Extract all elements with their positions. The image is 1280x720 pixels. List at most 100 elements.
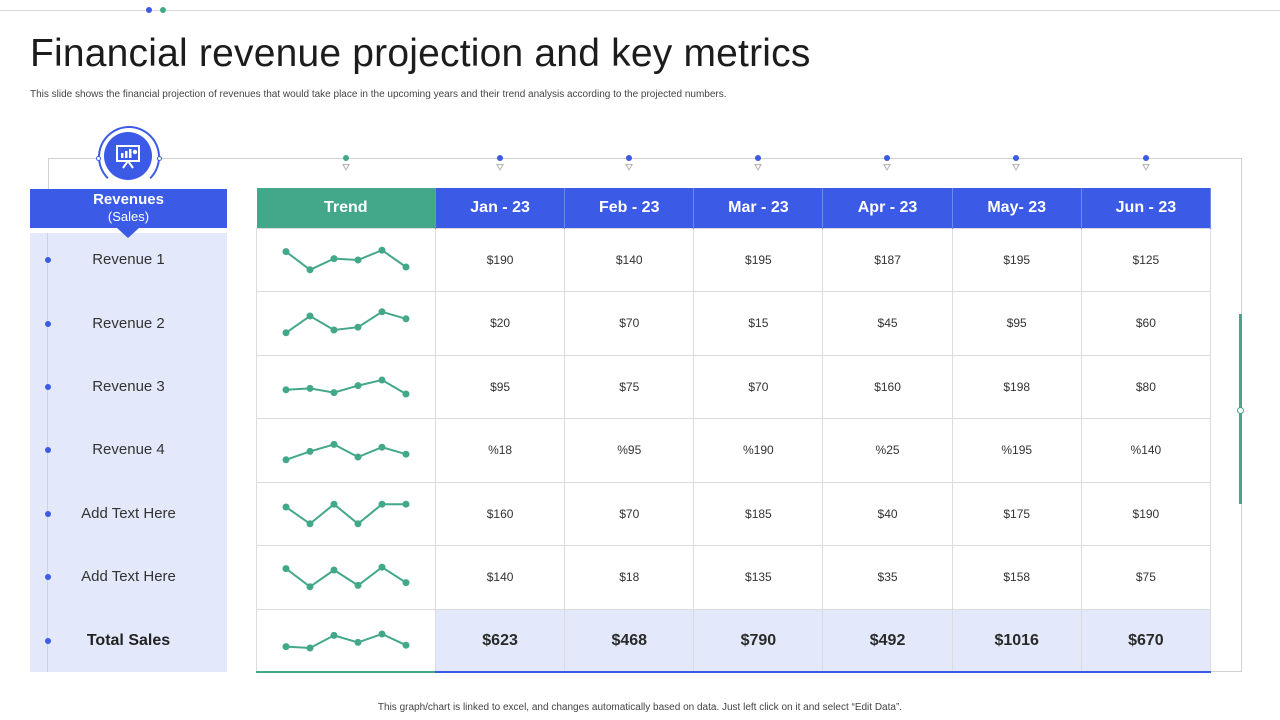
value-cell: $175	[951, 481, 1082, 546]
row-bullet	[45, 637, 51, 644]
revenue-row-label: Revenue 3	[30, 355, 227, 418]
trend-cell	[256, 227, 436, 292]
presentation-chart-icon	[104, 132, 152, 180]
values-bottom-rule	[435, 671, 1211, 673]
trend-sparkline	[282, 308, 410, 337]
frame-top-right	[160, 158, 1242, 159]
sparkline-point	[402, 500, 410, 508]
revenue-row-label: Add Text Here	[30, 482, 227, 545]
row-label: Total Sales	[86, 631, 171, 649]
column-marker	[881, 155, 893, 173]
column-marker	[340, 155, 352, 173]
value-cell: $198	[951, 354, 1082, 419]
value-cell: $45	[822, 291, 953, 356]
table-row: $160 $70 $185 $40 $175 $190	[256, 481, 1212, 546]
trend-cell	[256, 291, 436, 356]
sparkline-point	[378, 376, 386, 384]
sparkline-line	[285, 378, 407, 395]
revenues-subheading: (Sales)	[107, 209, 150, 224]
row-label: Revenue 2	[92, 315, 165, 332]
top-dot-blue	[146, 7, 152, 13]
row-bullet	[45, 256, 51, 263]
value-cell: $15	[693, 291, 824, 356]
trend-cell	[256, 418, 436, 483]
sparkline-point	[306, 520, 314, 528]
table-header-row: Trend Jan - 23 Feb - 23 Mar - 23 Apr - 23 May…	[256, 188, 1212, 228]
sparkline-point	[330, 631, 338, 639]
value-cell: $158	[951, 545, 1082, 610]
revenue-row-label: Revenue 2	[30, 292, 227, 355]
row-label: Add Text Here	[81, 568, 176, 585]
value-cell: %25	[822, 418, 953, 483]
row-bullet	[45, 510, 51, 517]
total-value-cell: $492	[822, 608, 953, 673]
sparkline-point	[378, 630, 386, 638]
sparkline-point	[330, 388, 338, 396]
sparkline-point	[354, 381, 362, 389]
icon-arc-end-left	[96, 156, 101, 161]
sparkline-point	[402, 579, 410, 587]
right-accent-knob	[1237, 407, 1244, 414]
revenue-column-timeline	[47, 233, 48, 672]
trend-sparkline	[282, 563, 410, 591]
row-bullet	[45, 573, 51, 580]
value-cell: $20	[434, 291, 566, 356]
total-value-cell: $623	[434, 608, 566, 673]
revenues-pointer	[117, 228, 139, 238]
trend-column-header: Trend	[256, 188, 436, 228]
sparkline-point	[354, 582, 362, 590]
month-column-header: May- 23	[952, 188, 1082, 228]
revenue-column-bg	[30, 233, 227, 672]
value-cell: $135	[693, 545, 824, 610]
sparkline-point	[306, 644, 314, 652]
value-cell: $40	[822, 481, 953, 546]
sparkline-point	[282, 642, 290, 650]
value-cell: $190	[434, 227, 566, 292]
sparkline-point	[306, 266, 314, 274]
trend-sparkline	[282, 246, 410, 274]
sparkline-point	[354, 638, 362, 646]
sparkline-point	[306, 312, 314, 320]
value-cell: $195	[951, 227, 1082, 292]
sparkline-line	[285, 443, 407, 461]
row-label: Revenue 1	[92, 251, 165, 268]
value-cell: %140	[1080, 418, 1212, 483]
sparkline-point	[354, 256, 362, 264]
icon-arc-end-right	[157, 156, 162, 161]
value-cell: $187	[822, 227, 953, 292]
sparkline-point	[378, 443, 386, 451]
trend-sparkline	[282, 500, 410, 528]
sparkline-point	[354, 323, 362, 331]
row-label: Add Text Here	[81, 505, 176, 522]
value-cell: %18	[434, 418, 566, 483]
frame-left	[48, 158, 49, 189]
value-cell: $80	[1080, 354, 1212, 419]
sparkline-point	[378, 246, 386, 254]
value-cell: $195	[693, 227, 824, 292]
month-column-header: Feb - 23	[564, 188, 695, 228]
value-cell: $18	[564, 545, 695, 610]
sparkline-point	[306, 448, 314, 456]
trend-cell	[256, 481, 436, 546]
sparkline-point	[306, 384, 314, 392]
page-subtitle: This slide shows the financial projectio…	[30, 89, 727, 100]
sparkline-line	[285, 310, 407, 334]
table-row: $20 $70 $15 $45 $95 $60	[256, 291, 1212, 356]
footnote: This graph/chart is linked to excel, and…	[377, 702, 903, 713]
value-cell: $95	[434, 354, 566, 419]
total-sales-row-label: Total Sales	[30, 609, 227, 672]
row-label: Revenue 4	[92, 441, 165, 458]
revenue-table: Trend Jan - 23 Feb - 23 Mar - 23 Apr - 23 May…	[256, 188, 1212, 673]
revenues-header: Revenues (Sales)	[30, 189, 227, 228]
value-cell: %190	[693, 418, 824, 483]
trend-cell	[256, 354, 436, 419]
value-cell: $125	[1080, 227, 1212, 292]
sparkline-line	[285, 566, 407, 589]
row-bullet	[45, 383, 51, 390]
top-divider	[0, 10, 1280, 11]
value-cell: $190	[1080, 481, 1212, 546]
value-cell: $140	[434, 545, 566, 610]
page-title: Financial revenue projection and key met…	[30, 32, 811, 75]
trend-sparkline	[282, 376, 410, 398]
row-bullet	[45, 320, 51, 327]
